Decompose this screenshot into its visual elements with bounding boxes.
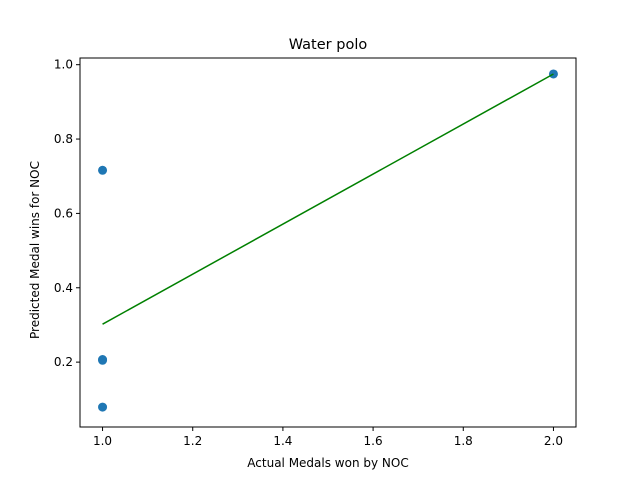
plot-area: 1.0 1.2 1.4 1.6 1.8 2.0 0.2 0.4 0.6 0.8 1.0 [54, 57, 577, 448]
scatter-point [98, 402, 108, 412]
x-tick-label: 1.0 [93, 434, 112, 448]
scatter-point [98, 165, 108, 175]
scatter-point [98, 355, 108, 365]
x-tick-label: 1.8 [454, 434, 473, 448]
y-tick-label: 0.4 [54, 281, 73, 295]
x-tick-label: 1.4 [273, 434, 292, 448]
axes-frame [79, 57, 577, 428]
y-tick-label: 0.8 [54, 132, 73, 146]
x-tick-label: 1.6 [364, 434, 383, 448]
y-tick-label: 0.6 [54, 206, 73, 220]
x-tick-label: 2.0 [544, 434, 563, 448]
x-tick-label: 1.2 [183, 434, 202, 448]
x-axis-label: Actual Medals won by NOC [247, 456, 408, 470]
fit-line [102, 73, 554, 325]
chart-title: Water polo [289, 37, 368, 53]
y-tick-label: 1.0 [54, 58, 73, 72]
y-tick-label: 0.2 [54, 355, 73, 369]
y-axis-label: Predicted Medal wins for NOC [28, 161, 42, 339]
